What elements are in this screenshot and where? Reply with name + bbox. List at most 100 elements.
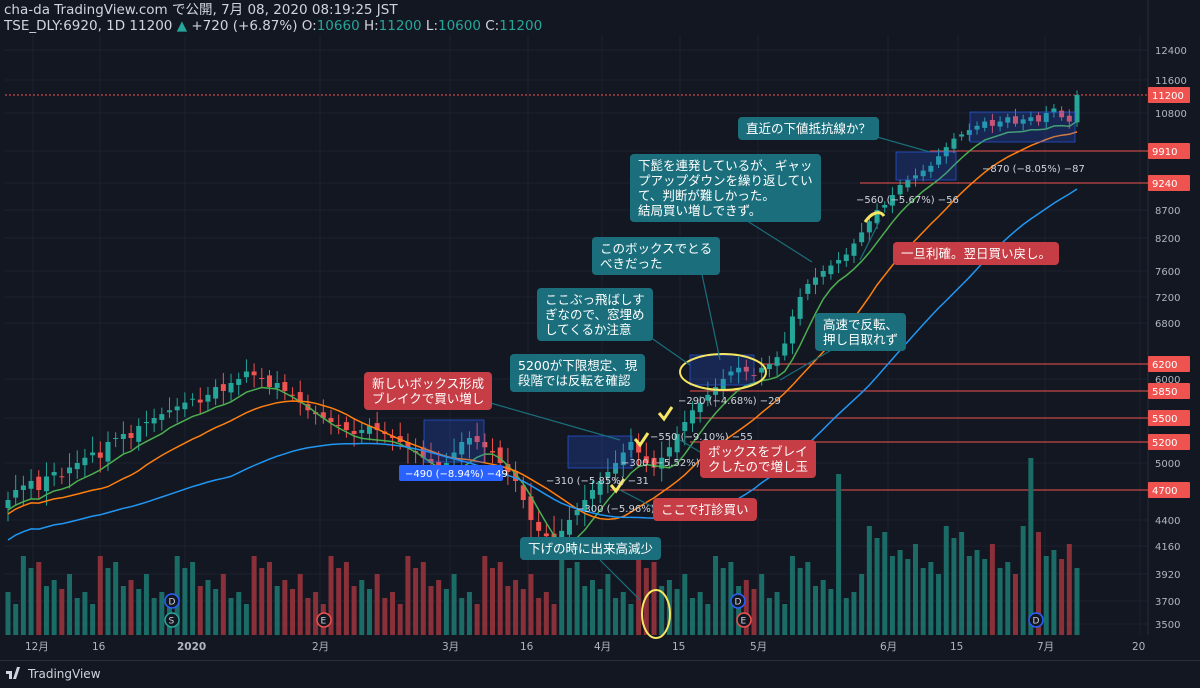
volume-bar: [366, 589, 372, 635]
volume-bar: [128, 580, 134, 635]
volume-bar: [313, 592, 319, 635]
candle-body: [274, 383, 280, 388]
price-tag-label: 11200: [1152, 91, 1184, 102]
volume-bar: [805, 562, 811, 635]
candle-body: [813, 277, 819, 285]
volume-bar: [359, 580, 365, 635]
candle-body: [959, 134, 965, 137]
range-box: [423, 419, 485, 463]
candle-body: [513, 470, 519, 481]
volume-bar: [859, 574, 865, 635]
candle-body: [228, 383, 234, 393]
x-tick-label: 16: [520, 641, 534, 653]
candle-body: [120, 434, 126, 439]
volume-bar: [566, 568, 572, 635]
volume-bar: [97, 556, 103, 635]
candle-body: [1036, 115, 1042, 122]
publish-line: cha-da TradingView.com で公開, 7月 08, 2020 …: [4, 2, 398, 18]
volume-bar: [1043, 556, 1049, 635]
candle-body: [620, 452, 626, 466]
candle-body: [936, 156, 942, 165]
candle-body: [1028, 117, 1034, 121]
candle-body: [997, 121, 1003, 127]
price-tag-label: 5850: [1152, 387, 1177, 398]
price-chart[interactable]: 12400 11600 10800 9910 8700 8200 7600 7200 6800 6…: [0, 0, 1200, 660]
range-box: [689, 354, 755, 386]
volume-bar: [328, 556, 334, 635]
x-tick-label: 20: [1132, 641, 1145, 653]
volume-bar: [697, 592, 703, 635]
candle-body: [436, 461, 442, 468]
candle-body: [459, 442, 465, 455]
candle-body: [167, 410, 173, 413]
candle-body: [482, 442, 488, 448]
callout-pointer: [479, 399, 621, 441]
candle-body: [689, 410, 695, 424]
volume-bar: [682, 574, 688, 635]
y-tick-label: 3700: [1155, 597, 1180, 608]
volume-bar: [28, 568, 34, 635]
volume-bar: [266, 562, 272, 635]
candle-body: [51, 472, 57, 476]
volume-bar: [59, 589, 65, 635]
volume-bar: [67, 574, 73, 635]
volume-bar: [90, 604, 96, 635]
volume-bar: [920, 568, 926, 635]
y-tick-label: 8200: [1155, 234, 1180, 245]
candle-body: [297, 392, 303, 403]
candle-body: [1020, 119, 1026, 124]
y-tick-label: 3500: [1155, 620, 1180, 631]
volume-bar: [236, 592, 242, 635]
volume-bar: [343, 562, 349, 635]
highlight-ellipse: [679, 353, 767, 391]
annotation-volume-decrease: 下げの時に出来高減少: [520, 537, 662, 560]
volume-bar: [674, 589, 680, 635]
annotation-box-break: ボックスをブレイ クしたので増し玉: [700, 440, 817, 478]
volume-bar: [589, 580, 595, 635]
x-tick-label: 12月: [25, 641, 49, 653]
x-tick-label: 4月: [594, 641, 611, 653]
event-marker-icon: [164, 593, 180, 609]
volume-bar: [659, 586, 665, 635]
price-tag-label: 5500: [1152, 414, 1177, 425]
candle-body: [43, 476, 49, 492]
event-marker-icon: [736, 612, 752, 628]
volume-bar: [536, 598, 542, 635]
x-tick-label: 16: [92, 641, 106, 653]
price-tag: [1148, 356, 1190, 372]
volume-bar: [989, 544, 995, 635]
candle-body: [636, 442, 642, 453]
candle-body: [351, 430, 357, 434]
close-label: C:: [485, 18, 500, 34]
volume-bar: [205, 580, 211, 635]
candle-body: [659, 457, 665, 469]
volume-bar: [797, 568, 803, 635]
y-tick-label: 7600: [1155, 267, 1180, 278]
ma-short-line: [7, 120, 1078, 543]
volume-bar: [228, 598, 234, 635]
volume-bar: [843, 598, 849, 635]
volume-bar: [1066, 544, 1072, 635]
x-tick-label: 5月: [750, 641, 767, 653]
volume-bar: [943, 526, 949, 635]
volume-bar: [490, 568, 496, 635]
volume-bar: [597, 589, 603, 635]
highlight-ellipse: [641, 589, 671, 639]
volume-bar: [736, 586, 742, 635]
candle-body: [251, 371, 257, 376]
volume-bar: [713, 556, 719, 635]
candle-body: [220, 384, 226, 391]
volume-bar: [613, 598, 619, 635]
event-marker-icon: [316, 612, 332, 628]
candle-body: [805, 284, 811, 294]
volume-bar: [43, 586, 49, 635]
high-label: H:: [363, 18, 379, 34]
volume-bar: [474, 604, 480, 635]
volume-bar: [813, 586, 819, 635]
volume-bar: [851, 592, 857, 635]
volume-bar: [997, 568, 1003, 635]
event-marker-label: D: [169, 598, 176, 608]
price-tag-label: 6200: [1152, 360, 1177, 371]
candle-body: [390, 435, 396, 438]
candle-body: [151, 418, 157, 424]
